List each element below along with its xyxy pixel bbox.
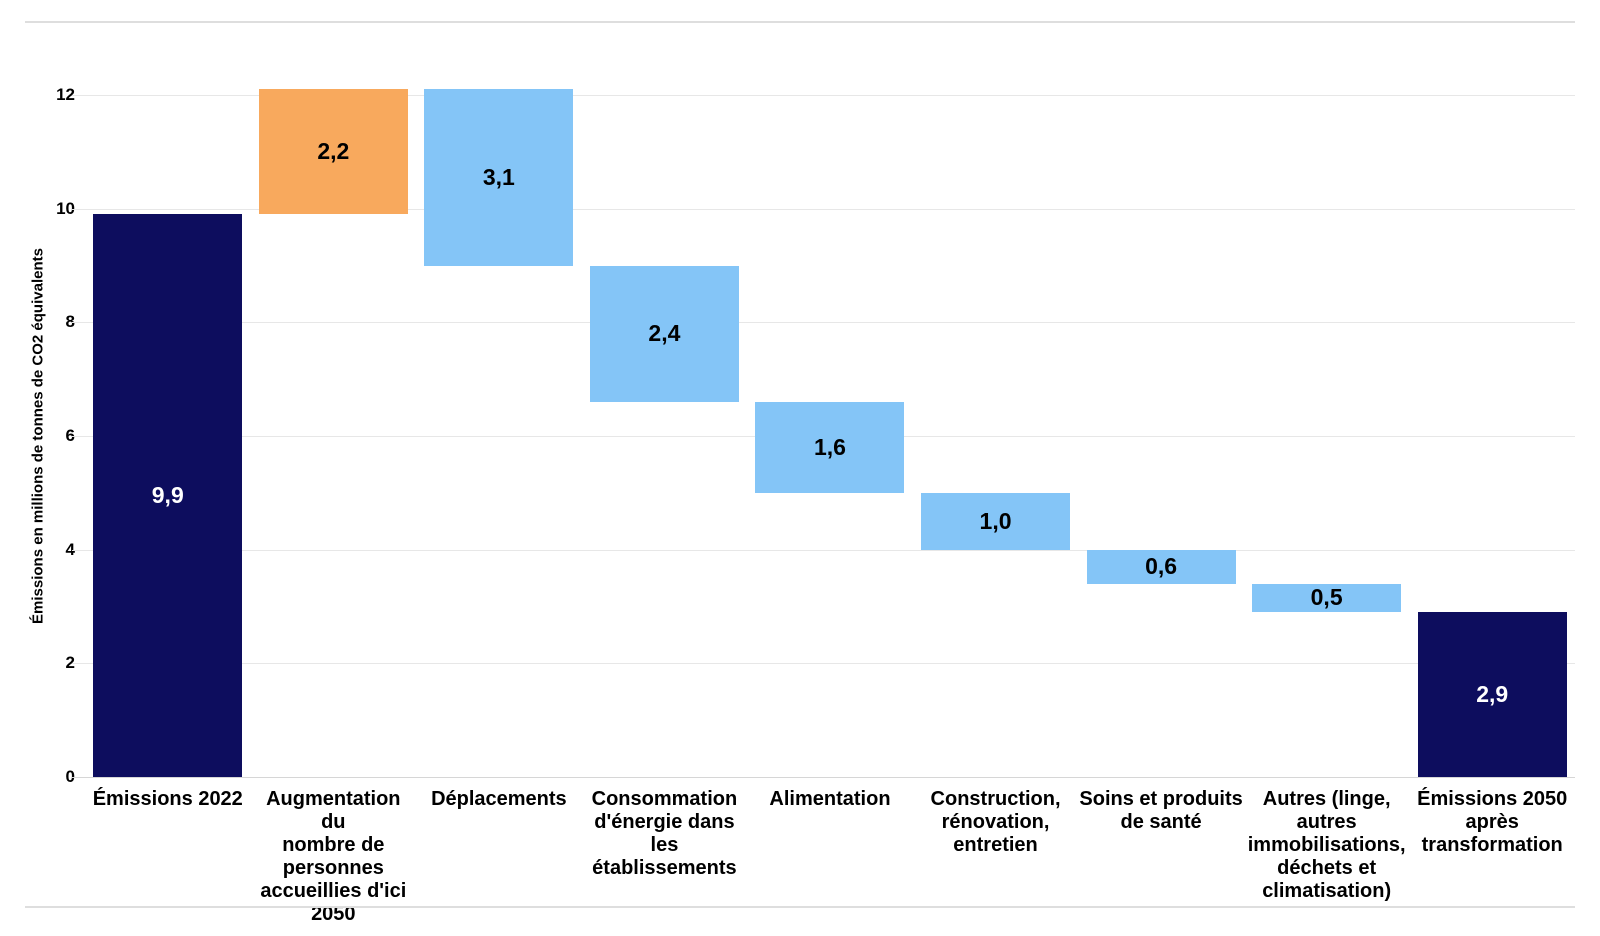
bar-slot-deplacements: 3,1 xyxy=(416,89,582,777)
bar-value-label: 0,5 xyxy=(1310,584,1343,611)
y-tick-label: 4 xyxy=(65,539,75,559)
gridline xyxy=(72,549,1575,551)
plot-area: 9,9 2,2 3,1 2,4 1,6 1,0 0,6 0,5 2,9 xyxy=(72,89,1575,778)
x-category-label-soins-produits-sante: Soins et produits de santé xyxy=(1079,788,1243,833)
x-axis-baseline xyxy=(72,777,1575,778)
x-category-label-deplacements: Déplacements xyxy=(431,788,567,810)
bar-soins-produits-sante: 0,6 xyxy=(1086,549,1236,584)
gridline xyxy=(72,95,1575,96)
x-category-label-alimentation: Alimentation xyxy=(769,788,891,810)
bar-slot-alimentation: 1,6 xyxy=(747,95,913,777)
bar-emissions-2050-apres-transformation: 2,9 xyxy=(1417,612,1567,777)
bar-value-label: 9,9 xyxy=(151,482,184,509)
bar-emissions-2022: 9,9 xyxy=(93,214,243,777)
bar-consommation-energie-etablissements: 2,4 xyxy=(589,265,739,402)
bar-slot-augmentation-personnes-2050: 2,2 xyxy=(251,89,417,777)
gridline xyxy=(72,322,1575,324)
bar-value-label: 1,6 xyxy=(813,433,846,460)
bar-slot-emissions-2022: 9,9 xyxy=(85,95,251,777)
x-category-label-consommation-energie-etablissements: Consommation d'énergie dans les établiss… xyxy=(591,788,738,879)
y-tick-label: 0 xyxy=(65,767,75,786)
gridline xyxy=(72,663,1575,665)
bar-construction-renovation-entretien: 1,0 xyxy=(921,492,1071,550)
y-tick-label: 10 xyxy=(56,198,75,218)
y-tick-label: 2 xyxy=(65,653,75,673)
bar-slot-emissions-2050-apres-transformation: 2,9 xyxy=(1409,95,1575,777)
top-divider-line xyxy=(25,21,1575,23)
gridline xyxy=(72,208,1575,210)
bar-deplacements: 3,1 xyxy=(424,89,574,266)
bar-slot-construction-renovation-entretien: 1,0 xyxy=(913,95,1079,777)
bar-alimentation: 1,6 xyxy=(755,401,905,493)
bar-value-label: 2,2 xyxy=(317,138,350,165)
y-axis-tick-labels: 0 2 4 6 8 10 12 xyxy=(0,85,78,786)
bar-value-label: 2,4 xyxy=(648,320,681,347)
bottom-divider-line xyxy=(25,906,1575,908)
y-tick-label: 8 xyxy=(65,312,75,332)
bar-augmentation-personnes-2050: 2,2 xyxy=(258,89,408,215)
bar-value-label: 3,1 xyxy=(482,163,515,190)
x-category-label-construction-renovation-entretien: Construction, rénovation, entretien xyxy=(930,788,1061,856)
bar-value-label: 1,0 xyxy=(979,507,1012,534)
bar-value-label: 2,9 xyxy=(1476,681,1509,708)
x-category-label-emissions-2022: Émissions 2022 xyxy=(92,788,243,810)
x-axis-category-labels: Émissions 2022 Augmentation du nombre de … xyxy=(85,788,1575,925)
bar-slot-autres: 0,5 xyxy=(1244,95,1410,777)
bar-slot-consommation-energie-etablissements: 2,4 xyxy=(582,95,748,777)
x-category-label-autres: Autres (linge, autres immobilisations, d… xyxy=(1247,788,1406,902)
x-category-label-emissions-2050-apres-transformation: Émissions 2050 après transformation xyxy=(1417,788,1568,856)
bar-autres: 0,5 xyxy=(1252,583,1402,613)
y-tick-label: 6 xyxy=(65,426,75,445)
x-category-label-augmentation-personnes-2050: Augmentation du nombre de personnes accu… xyxy=(260,788,407,925)
bar-value-label: 0,6 xyxy=(1145,553,1178,580)
bar-slot-soins-produits-sante: 0,6 xyxy=(1078,95,1244,777)
y-tick-label: 12 xyxy=(56,85,75,104)
